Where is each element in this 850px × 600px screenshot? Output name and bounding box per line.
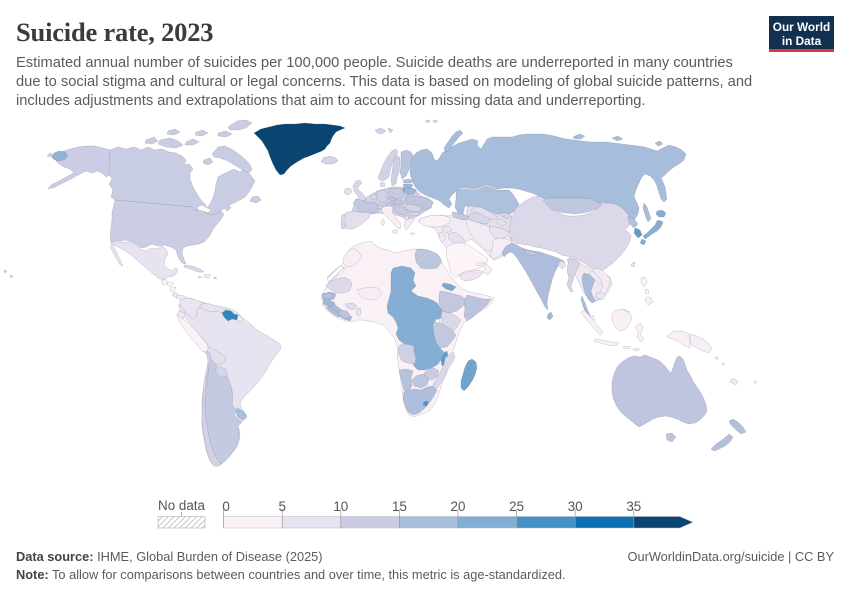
svg-text:0: 0 (222, 499, 229, 514)
svg-text:5: 5 (278, 499, 285, 514)
svg-text:30: 30 (568, 499, 583, 514)
svg-text:35: 35 (626, 499, 641, 514)
svg-text:15: 15 (392, 499, 407, 514)
svg-text:25: 25 (509, 499, 524, 514)
svg-text:No data: No data (158, 498, 205, 513)
svg-text:10: 10 (333, 499, 348, 514)
svg-text:20: 20 (451, 499, 466, 514)
